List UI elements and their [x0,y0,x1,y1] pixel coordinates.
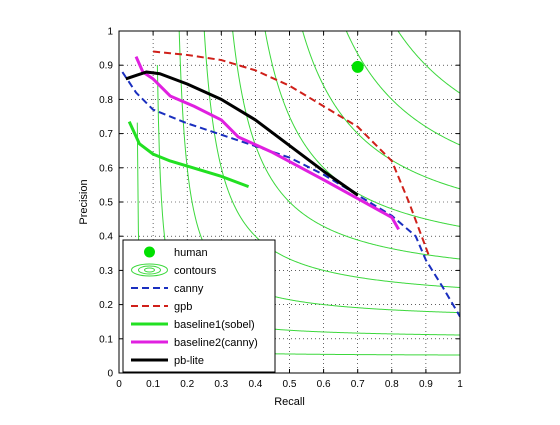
x-tick-label: 0.8 [385,379,399,390]
f-contour-line [397,31,460,94]
y-tick-label: 0 [107,369,113,380]
y-tick-label: 0.3 [99,266,113,277]
x-tick-label: 0.5 [283,379,297,390]
y-tick-label: 0.8 [99,95,113,106]
legend-swatch-human [144,246,155,258]
x-tick-label: 0.1 [146,379,160,390]
legend-label-gpb: gpb [174,301,192,313]
legend-label-pb-lite: pb-lite [174,355,204,367]
f-contour-line [302,31,460,190]
x-axis-label: Recall [274,396,305,408]
x-tick-label: 0.6 [317,379,331,390]
x-tick-label: 0.7 [351,379,365,390]
series-lines [121,50,460,318]
series-gpb-line [153,50,431,258]
x-tick-label: 0.3 [214,379,228,390]
legend-label-contours: contours [174,265,217,277]
series-baseline1-sobel-line [127,121,250,189]
x-tick-label: 0.9 [419,379,433,390]
y-tick-label: 0.5 [99,198,113,209]
legend: human contours canny gpb baseline1(sobel) bas… [122,239,276,373]
series-canny-line [121,71,460,318]
series-baseline2-canny-line [134,56,400,231]
y-axis-label: Precision [78,179,90,224]
f-contour-line [203,31,460,288]
point-layer [351,60,364,73]
y-tick-label: 0.4 [99,232,113,243]
legend-label-human: human [174,247,208,259]
f-contour-line [264,31,460,227]
y-tick-label: 1 [107,27,113,38]
legend-label-baseline1-sobel: baseline1(sobel) [174,319,255,331]
legend-swatch-contours [131,263,168,277]
y-tick-label: 0.9 [99,61,113,72]
legend-label-baseline2-canny: baseline2(canny) [174,337,258,349]
x-tick-label: 0 [116,379,122,390]
human-point-marker [351,60,364,73]
series-pb-lite-line [125,70,359,197]
f-contour-line [232,31,460,260]
f-contour-line [345,31,460,146]
y-tick-label: 0.6 [99,163,113,174]
axis-ticks: 0 0.1 0.2 0.3 0.4 0.5 0.6 0.7 0.8 0.9 1 0 0.1 0.2 0.3 0… [99,27,463,391]
x-tick-label: 1 [457,379,463,390]
x-tick-label: 0.4 [248,379,262,390]
y-tick-label: 0.1 [99,334,113,345]
y-tick-label: 0.2 [99,300,113,311]
y-tick-label: 0.7 [99,129,113,140]
legend-label-canny: canny [174,283,204,295]
x-tick-label: 0.2 [180,379,194,390]
